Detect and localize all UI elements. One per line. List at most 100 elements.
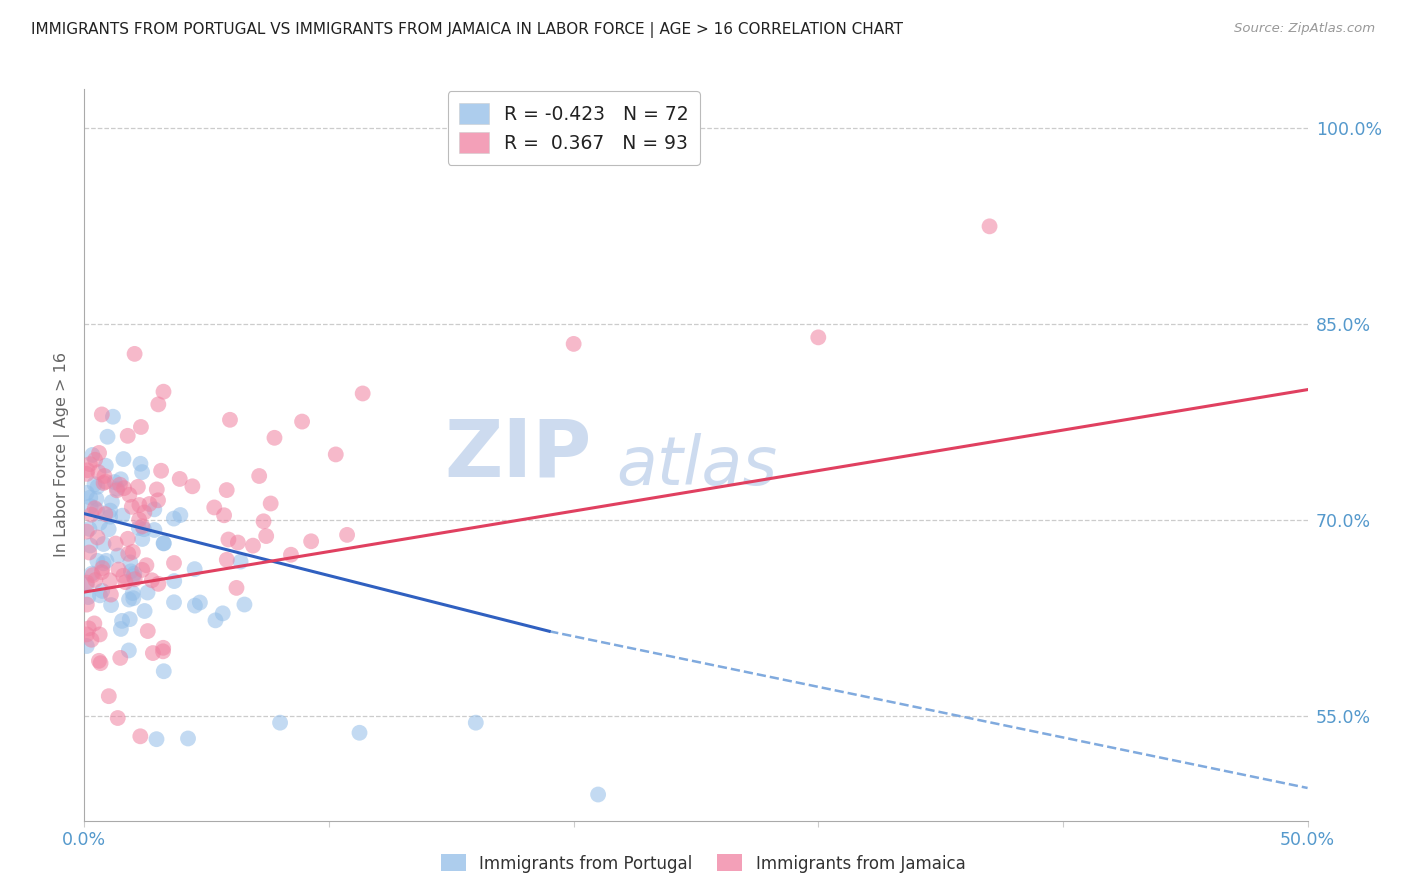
Point [217, 533, 239, 547]
Point [90, 656, 112, 670]
Point [110, 622, 132, 636]
Point [145, 732, 167, 747]
Point [136, 624, 159, 638]
Point [94, 507, 117, 521]
Point [100, 588, 122, 602]
Point [134, 604, 156, 618]
Text: Source: ZipAtlas.com: Source: ZipAtlas.com [1234, 22, 1375, 36]
Point [86, 531, 108, 545]
Point [112, 452, 135, 467]
Point [152, 665, 174, 679]
Point [76, 578, 98, 592]
Point [464, 715, 486, 730]
Point [105, 482, 128, 496]
Point [131, 563, 153, 577]
Point [129, 729, 152, 743]
Point [100, 598, 122, 612]
Point [152, 536, 174, 550]
Point [89, 516, 111, 530]
Point [117, 429, 139, 443]
Point [215, 553, 238, 567]
Point [97, 689, 120, 703]
Point [111, 508, 134, 523]
Point [263, 431, 285, 445]
Point [112, 481, 135, 495]
Point [84, 452, 107, 467]
Point [76, 575, 98, 590]
Point [76, 467, 98, 481]
Point [226, 535, 249, 549]
Point [131, 465, 153, 479]
Point [352, 386, 374, 401]
Point [229, 555, 252, 569]
Point [143, 502, 166, 516]
Point [280, 548, 302, 562]
Point [141, 574, 163, 588]
Point [128, 521, 150, 535]
Point [87, 465, 110, 479]
Point [152, 384, 174, 399]
Point [124, 347, 146, 361]
Point [118, 488, 141, 502]
Text: IMMIGRANTS FROM PORTUGAL VS IMMIGRANTS FROM JAMAICA IN LABOR FORCE | AGE > 16 CO: IMMIGRANTS FROM PORTUGAL VS IMMIGRANTS F… [31, 22, 903, 38]
Y-axis label: In Labor Force | Age > 16: In Labor Force | Age > 16 [55, 352, 70, 558]
Point [83, 616, 105, 631]
Point [111, 614, 134, 628]
Point [80, 508, 103, 522]
Point [90, 408, 112, 422]
Point [169, 508, 191, 522]
Point [86, 554, 108, 568]
Point [129, 420, 152, 434]
Point [83, 477, 105, 491]
Point [120, 555, 142, 569]
Point [104, 475, 127, 489]
Point [107, 711, 129, 725]
Point [183, 562, 205, 576]
Point [94, 458, 117, 473]
Point [89, 588, 111, 602]
Point [146, 483, 169, 497]
Point [291, 415, 314, 429]
Point [83, 501, 105, 516]
Point [211, 607, 233, 621]
Point [79, 522, 101, 536]
Point [77, 590, 100, 604]
Point [188, 595, 211, 609]
Point [807, 330, 830, 344]
Legend: R = -0.423   N = 72, R =  0.367   N = 93: R = -0.423 N = 72, R = 0.367 N = 93 [447, 91, 700, 164]
Point [79, 491, 101, 505]
Point [108, 477, 131, 491]
Point [184, 599, 207, 613]
Point [349, 725, 371, 739]
Point [76, 639, 98, 653]
Point [979, 219, 1001, 234]
Point [177, 731, 200, 746]
Point [225, 581, 247, 595]
Point [96, 554, 118, 568]
Point [269, 715, 291, 730]
Point [80, 566, 103, 581]
Point [260, 496, 283, 510]
Point [93, 537, 115, 551]
Point [128, 513, 150, 527]
Point [148, 397, 170, 411]
Text: atlas: atlas [616, 433, 778, 499]
Point [91, 583, 114, 598]
Point [121, 586, 143, 600]
Point [163, 595, 186, 609]
Point [101, 409, 124, 424]
Point [148, 577, 170, 591]
Point [146, 493, 169, 508]
Point [138, 497, 160, 511]
Point [562, 337, 585, 351]
Point [254, 529, 277, 543]
Point [129, 457, 152, 471]
Point [181, 479, 204, 493]
Point [121, 545, 143, 559]
Point [87, 446, 110, 460]
Point [91, 561, 114, 575]
Point [120, 564, 142, 578]
Point [93, 557, 115, 571]
Point [131, 519, 153, 533]
Point [163, 556, 186, 570]
